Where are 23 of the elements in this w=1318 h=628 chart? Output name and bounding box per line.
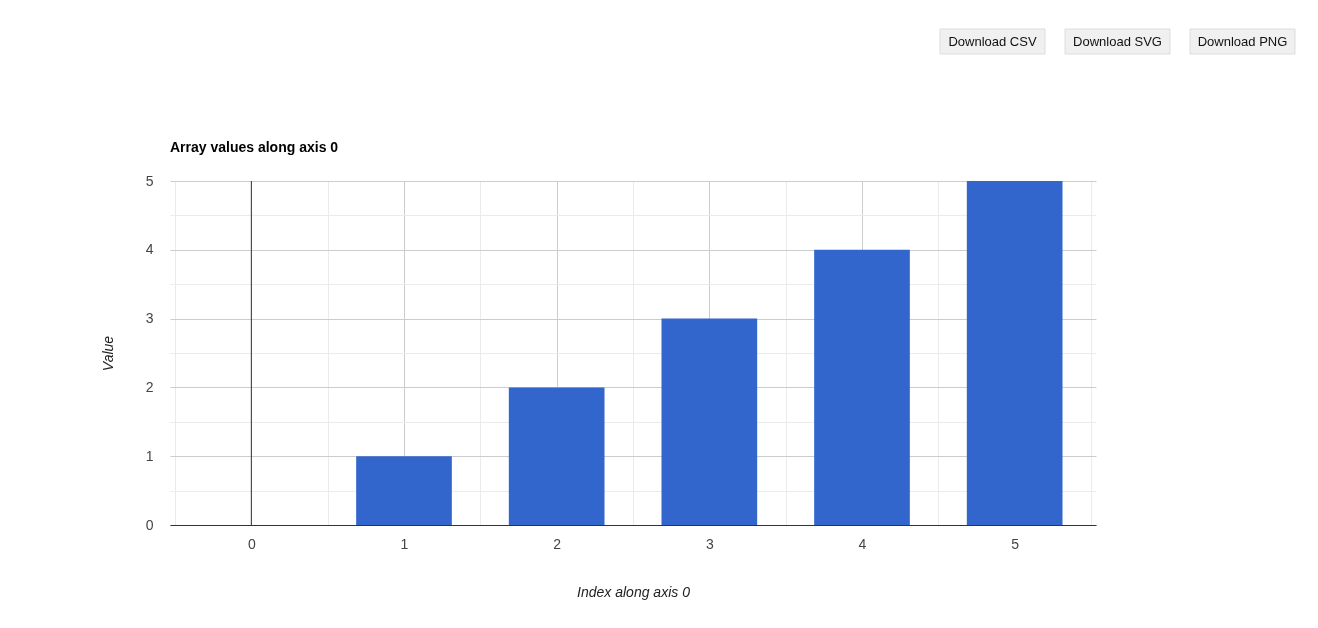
x-tick-label: 3: [705, 535, 714, 552]
x-tick-label: 4: [858, 535, 867, 552]
x-tick-label: 0: [247, 535, 256, 552]
y-tick-label: 2: [145, 378, 154, 395]
bar: [814, 249, 910, 525]
y-tick-label: 0: [145, 516, 154, 533]
y-tick-label: 1: [145, 447, 154, 464]
text: Download PNG: [1197, 33, 1288, 49]
y-tick-label: 5: [145, 172, 154, 189]
bar: [356, 456, 452, 525]
y-axis-title: Value: [99, 335, 116, 372]
x-tick-label: 1: [400, 535, 409, 552]
x-tick-label: 5: [1011, 535, 1020, 552]
y-tick-label: 3: [145, 310, 154, 327]
text: Download CSV: [948, 33, 1037, 49]
text: Download SVG: [1073, 33, 1162, 49]
y-tick-label: 4: [145, 241, 154, 258]
x-axis-title: Index along axis 0: [577, 583, 691, 600]
x-tick-label: 2: [553, 535, 562, 552]
bar: [508, 387, 605, 525]
bar: [966, 181, 1063, 525]
bar: [661, 318, 758, 525]
chart-title: Array values along axis 0: [170, 139, 339, 155]
